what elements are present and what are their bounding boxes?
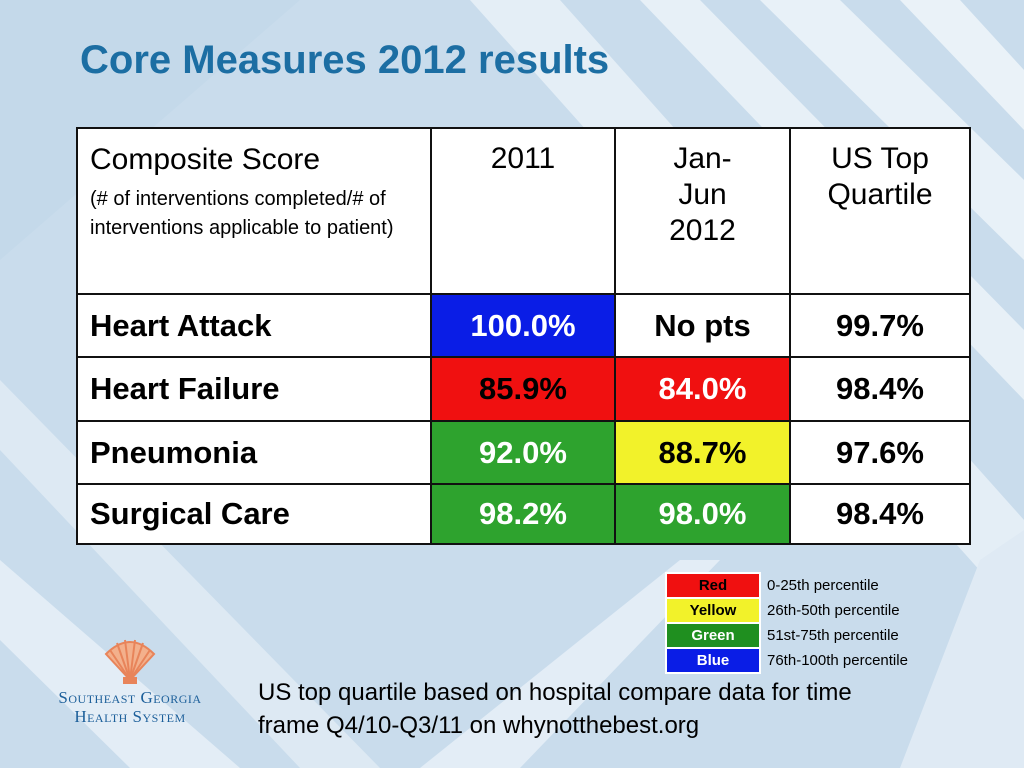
logo-text: Southeast Georgia Health System — [40, 688, 220, 726]
cell-pneumonia-2011: 92.0% — [430, 420, 616, 485]
legend-row: Blue 76th-100th percentile — [665, 647, 956, 674]
legend-swatch-green: Green — [665, 622, 761, 649]
legend-row: Green 51st-75th percentile — [665, 622, 956, 649]
table-row: Surgical Care 98.2% 98.0% 98.4% — [76, 483, 971, 545]
cell-heart-attack-2011: 100.0% — [430, 293, 616, 358]
header-2011: 2011 — [430, 127, 616, 295]
header-us-top-quartile: US Top Quartile — [789, 127, 971, 295]
legend-range-green: 51st-75th percentile — [767, 627, 899, 644]
legend-range-blue: 76th-100th percentile — [767, 652, 908, 669]
header-2012-line1: Jan- — [673, 142, 732, 175]
legend-swatch-blue: Blue — [665, 647, 761, 674]
cell-heart-failure-2012: 84.0% — [614, 356, 791, 422]
cell-heart-attack-us: 99.7% — [789, 293, 971, 358]
header-2012-line3: 2012 — [669, 214, 736, 247]
header-composite-title: Composite Score — [90, 143, 321, 176]
cell-surgical-care-us: 98.4% — [789, 483, 971, 545]
row-label-pneumonia: Pneumonia — [76, 420, 432, 485]
logo-line2: Health System — [74, 707, 186, 726]
cell-pneumonia-us: 97.6% — [789, 420, 971, 485]
core-measures-table: Composite Score (# of interventions comp… — [76, 127, 971, 545]
cell-heart-failure-us: 98.4% — [789, 356, 971, 422]
header-composite-note: (# of interventions completed/# of inter… — [90, 187, 394, 239]
cell-surgical-care-2011: 98.2% — [430, 483, 616, 545]
cell-pneumonia-2012: 88.7% — [614, 420, 791, 485]
table-row: Heart Failure 85.9% 84.0% 98.4% — [76, 356, 971, 422]
footnote-line1: US top quartile based on hospital compar… — [258, 679, 852, 706]
table-row: Pneumonia 92.0% 88.7% 97.6% — [76, 420, 971, 485]
header-us-line2: Quartile — [827, 178, 933, 211]
footnote: US top quartile based on hospital compar… — [258, 676, 978, 742]
legend-swatch-yellow: Yellow — [665, 597, 761, 624]
row-label-heart-attack: Heart Attack — [76, 293, 432, 358]
header-2012-line2: Jun — [678, 178, 727, 211]
table-header-row: Composite Score (# of interventions comp… — [76, 127, 971, 295]
shell-icon — [104, 639, 156, 684]
header-jan-jun-2012: Jan- Jun 2012 — [614, 127, 791, 295]
header-us-line1: US Top — [831, 142, 929, 175]
legend-row: Yellow 26th-50th percentile — [665, 597, 956, 624]
row-label-heart-failure: Heart Failure — [76, 356, 432, 422]
header-composite-score: Composite Score (# of interventions comp… — [76, 127, 432, 295]
slide-title: Core Measures 2012 results — [80, 38, 610, 82]
header-2011-label: 2011 — [490, 142, 556, 175]
legend-row: Red 0-25th percentile — [665, 572, 956, 599]
legend-swatch-red: Red — [665, 572, 761, 599]
footnote-line2: frame Q4/10-Q3/11 on whynotthebest.org — [258, 712, 700, 739]
logo-line1: Southeast Georgia — [58, 688, 202, 707]
legend-range-yellow: 26th-50th percentile — [767, 602, 900, 619]
row-label-surgical-care: Surgical Care — [76, 483, 432, 545]
cell-heart-failure-2011: 85.9% — [430, 356, 616, 422]
table-row: Heart Attack 100.0% No pts 99.7% — [76, 293, 971, 358]
cell-heart-attack-2012: No pts — [614, 293, 791, 358]
color-legend: Red 0-25th percentile Yellow 26th-50th p… — [665, 572, 957, 674]
legend-range-red: 0-25th percentile — [767, 577, 879, 594]
cell-surgical-care-2012: 98.0% — [614, 483, 791, 545]
